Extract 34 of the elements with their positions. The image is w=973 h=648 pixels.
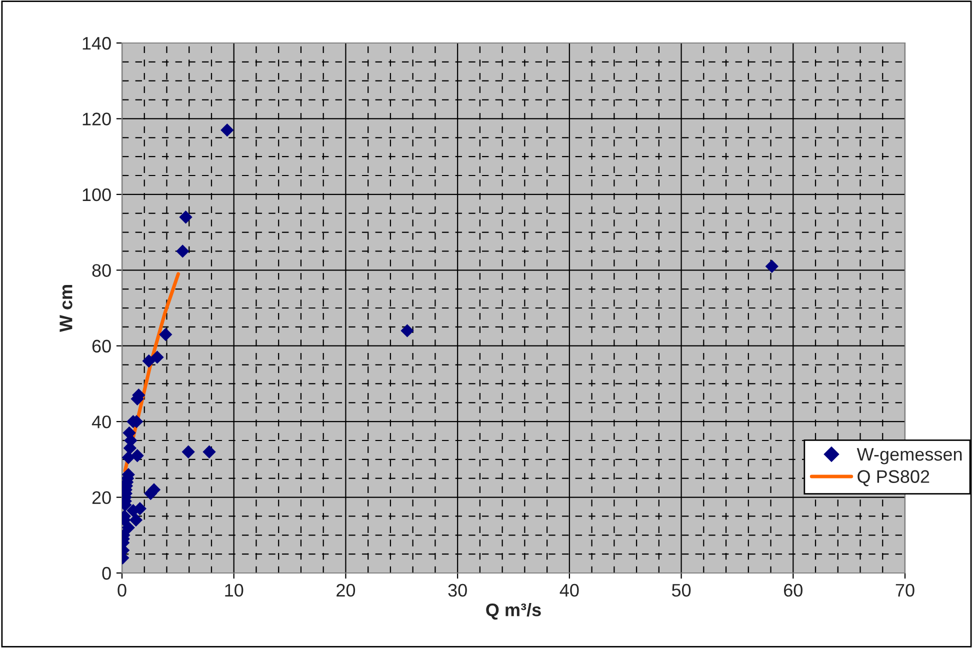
x-tick-label: 0: [118, 584, 126, 597]
x-tick-label: 20: [336, 584, 356, 597]
point: [122, 450, 135, 464]
y-tick-label: 20: [92, 491, 111, 504]
point: [142, 354, 156, 368]
y-tick-label: 140: [82, 36, 111, 50]
y-tick-label: 60: [92, 340, 111, 353]
y-tick-label: 80: [92, 264, 111, 277]
point: [176, 244, 190, 258]
point: [765, 260, 778, 273]
y-tick-label: 120: [82, 112, 111, 126]
y-tick-label: 0: [102, 566, 111, 580]
x-axis-title: Q m³/s: [486, 603, 541, 620]
point: [220, 123, 234, 137]
point: [159, 328, 172, 342]
x-tick-label: 60: [784, 584, 802, 597]
legend-label: Q PS802: [858, 470, 930, 486]
point: [129, 513, 143, 527]
point: [150, 350, 164, 364]
point: [179, 210, 192, 224]
legend-label: W-gemessen: [856, 448, 962, 464]
y-tick-label: 40: [92, 416, 111, 428]
point: [400, 324, 414, 338]
point: [130, 449, 144, 462]
x-tick-label: 50: [672, 584, 691, 597]
y-axis-title: W cm: [60, 285, 72, 332]
x-tick-label: 30: [448, 584, 467, 597]
x-tick-label: 10: [225, 584, 244, 597]
y-tick-label: 100: [82, 188, 111, 202]
point: [202, 445, 216, 458]
x-tick-label: 70: [896, 584, 914, 597]
x-tick-label: 40: [560, 584, 579, 597]
point: [182, 445, 195, 458]
point: [122, 520, 135, 534]
